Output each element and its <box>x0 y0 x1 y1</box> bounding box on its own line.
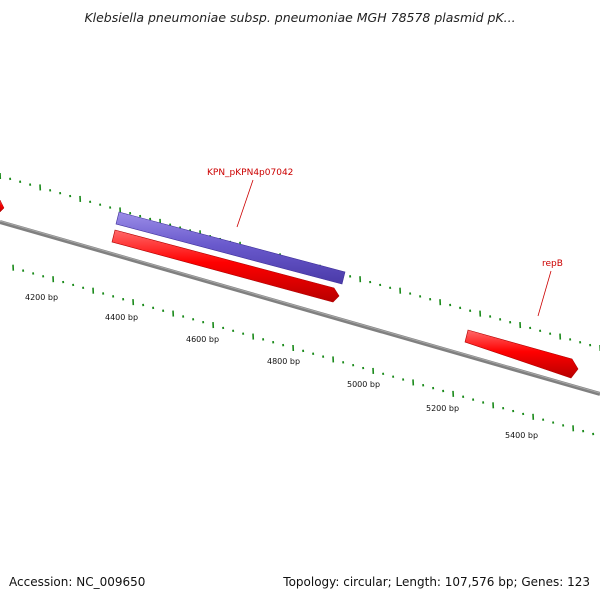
inner-tick-ring <box>12 264 595 436</box>
tick-label: 4200 bp <box>25 293 58 302</box>
tick-label: 4800 bp <box>267 357 300 366</box>
gene-arrow-repb[interactable] <box>464 329 579 379</box>
tick-label: 5400 bp <box>505 431 538 440</box>
feature-bar-kpn-pkpn4p07042[interactable] <box>115 211 346 285</box>
genome-summary-text: Topology: circular; Length: 107,576 bp; … <box>283 575 590 589</box>
label-leader-kpn-pkpn4p07042 <box>236 179 254 228</box>
gene-label-repb[interactable]: repB <box>542 259 563 269</box>
gene-arrow-kpn-pkpn4p07042[interactable] <box>111 229 340 303</box>
tick-label: 4400 bp <box>105 313 138 322</box>
plasmid-backbone <box>0 220 600 396</box>
gene-arrow-partial-left[interactable] <box>0 199 5 213</box>
map-title: Klebsiella pneumoniae subsp. pneumoniae … <box>84 10 516 25</box>
label-leader-repb <box>537 270 552 317</box>
gene-label-kpn-pkpn4p07042[interactable]: KPN_pKPN4p07042 <box>207 168 293 178</box>
tick-label: 5200 bp <box>426 404 459 413</box>
outer-tick-ring <box>0 172 600 352</box>
tick-label: 4600 bp <box>186 335 219 344</box>
tick-label-group: 4200 bp 4400 bp 4600 bp 4800 bp 5000 bp 5200 … <box>25 293 538 440</box>
accession-text: Accession: NC_009650 <box>9 575 146 589</box>
tick-label: 5000 bp <box>347 380 380 389</box>
